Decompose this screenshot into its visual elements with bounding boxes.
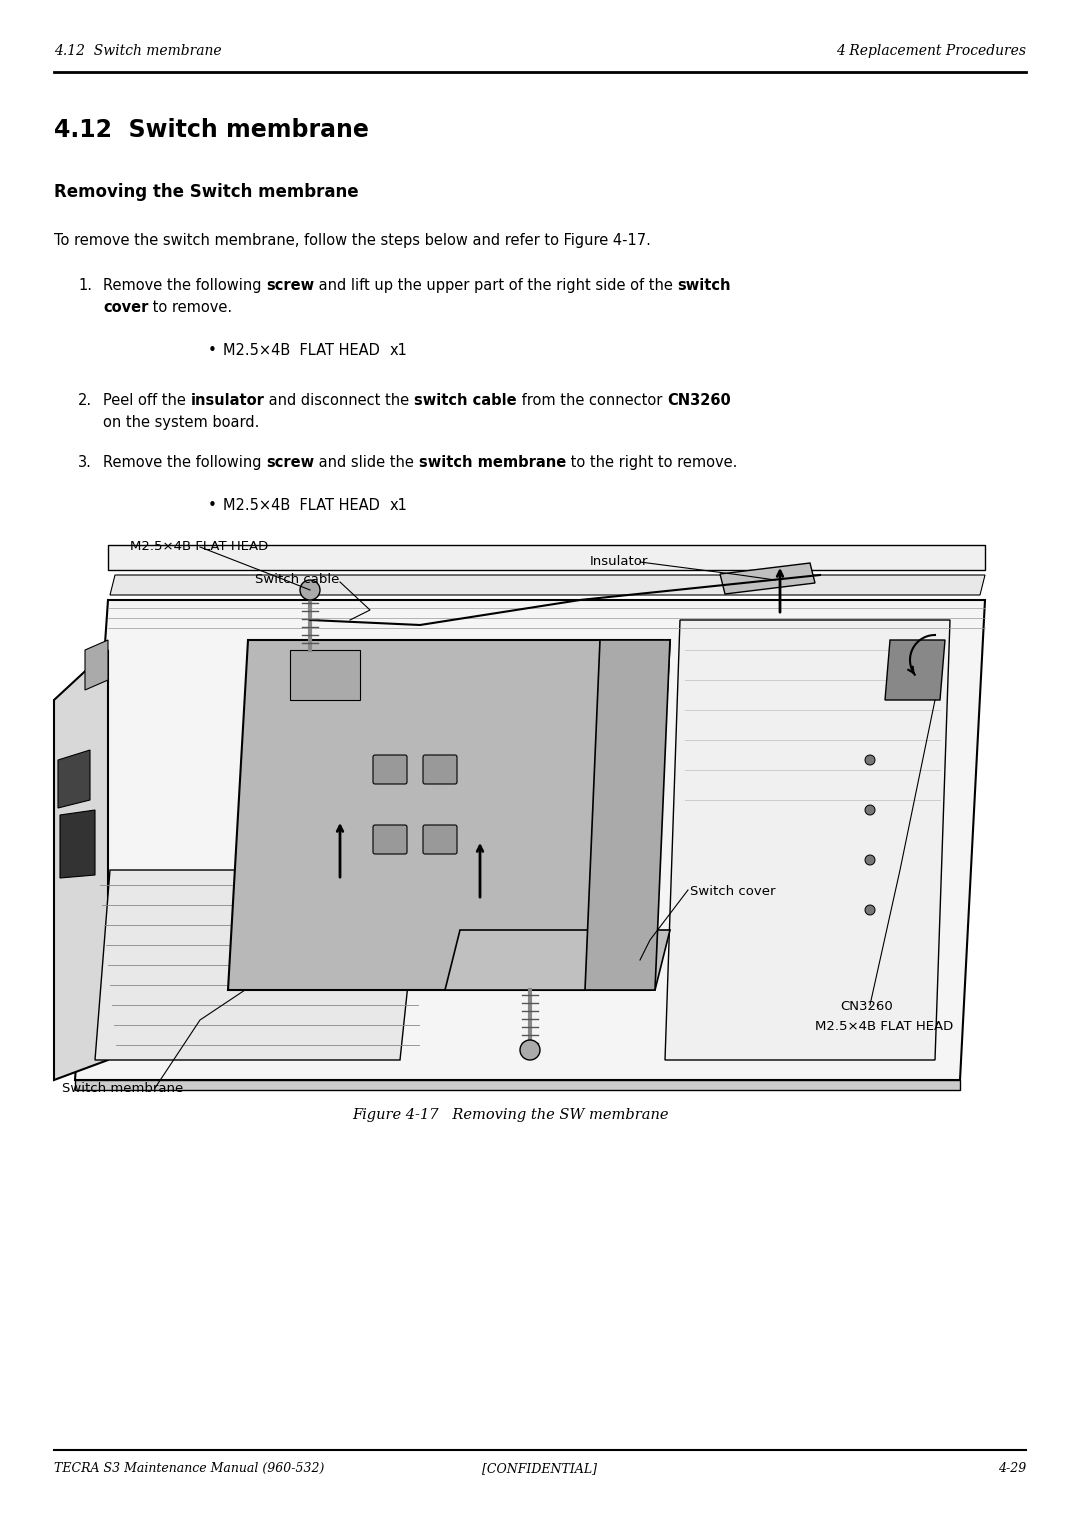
FancyBboxPatch shape: [373, 825, 407, 854]
Text: from the connector: from the connector: [516, 393, 666, 408]
Text: Switch cable: Switch cable: [255, 573, 339, 587]
Text: x1: x1: [390, 342, 408, 358]
Text: 4.12  Switch membrane: 4.12 Switch membrane: [54, 44, 221, 58]
Text: M2.5×4B  FLAT HEAD: M2.5×4B FLAT HEAD: [222, 498, 380, 513]
Text: 3.: 3.: [78, 455, 92, 471]
Text: •: •: [208, 498, 217, 513]
Text: 1.: 1.: [78, 278, 92, 293]
Polygon shape: [110, 575, 985, 594]
Text: Switch cover: Switch cover: [690, 885, 775, 898]
Polygon shape: [885, 640, 945, 700]
Text: Removing the Switch membrane: Removing the Switch membrane: [54, 183, 359, 202]
Polygon shape: [228, 640, 670, 990]
Text: Remove the following: Remove the following: [103, 278, 266, 293]
Text: cover: cover: [103, 299, 148, 315]
Polygon shape: [291, 649, 360, 700]
Polygon shape: [445, 931, 670, 990]
Polygon shape: [54, 649, 108, 1080]
Polygon shape: [60, 810, 95, 879]
Polygon shape: [58, 750, 90, 808]
Text: and disconnect the: and disconnect the: [265, 393, 414, 408]
Text: Peel off the: Peel off the: [103, 393, 190, 408]
Text: 4.12  Switch membrane: 4.12 Switch membrane: [54, 118, 369, 142]
Text: on the system board.: on the system board.: [103, 416, 259, 429]
Text: M2.5×4B FLAT HEAD: M2.5×4B FLAT HEAD: [815, 1021, 954, 1033]
Text: M2.5×4B FLAT HEAD: M2.5×4B FLAT HEAD: [130, 539, 268, 553]
Polygon shape: [75, 601, 985, 1080]
Text: CN3260: CN3260: [666, 393, 730, 408]
Text: To remove the switch membrane, follow the steps below and refer to Figure 4-17.: To remove the switch membrane, follow th…: [54, 232, 651, 248]
Text: and lift up the upper part of the right side of the: and lift up the upper part of the right …: [314, 278, 678, 293]
Text: 4-29: 4-29: [998, 1462, 1026, 1475]
Polygon shape: [108, 545, 985, 570]
Text: 4 Replacement Procedures: 4 Replacement Procedures: [836, 44, 1026, 58]
Text: [CONFIDENTIAL]: [CONFIDENTIAL]: [483, 1462, 597, 1475]
FancyBboxPatch shape: [373, 755, 407, 784]
Polygon shape: [665, 620, 950, 1060]
Text: switch: switch: [678, 278, 731, 293]
Text: to remove.: to remove.: [148, 299, 232, 315]
Text: to the right to remove.: to the right to remove.: [566, 455, 738, 471]
Text: x1: x1: [390, 498, 408, 513]
Circle shape: [865, 805, 875, 814]
Text: TECRA S3 Maintenance Manual (960-532): TECRA S3 Maintenance Manual (960-532): [54, 1462, 324, 1475]
Circle shape: [300, 581, 320, 601]
Text: insulator: insulator: [190, 393, 265, 408]
Polygon shape: [95, 869, 420, 1060]
Text: 2.: 2.: [78, 393, 92, 408]
Text: CN3260: CN3260: [840, 999, 893, 1013]
Circle shape: [865, 755, 875, 766]
Text: switch cable: switch cable: [414, 393, 516, 408]
Polygon shape: [85, 640, 108, 691]
Text: •: •: [208, 342, 217, 358]
Text: screw: screw: [266, 455, 314, 471]
Text: switch membrane: switch membrane: [419, 455, 566, 471]
Polygon shape: [75, 1080, 960, 1089]
Text: screw: screw: [266, 278, 314, 293]
Circle shape: [865, 905, 875, 915]
Text: Remove the following: Remove the following: [103, 455, 266, 471]
Polygon shape: [720, 562, 815, 594]
Circle shape: [519, 1041, 540, 1060]
FancyBboxPatch shape: [423, 755, 457, 784]
FancyBboxPatch shape: [423, 825, 457, 854]
Text: and slide the: and slide the: [314, 455, 419, 471]
Text: Switch membrane: Switch membrane: [62, 1082, 184, 1096]
Text: Figure 4-17   Removing the SW membrane: Figure 4-17 Removing the SW membrane: [352, 1108, 669, 1122]
Text: M2.5×4B  FLAT HEAD: M2.5×4B FLAT HEAD: [222, 342, 380, 358]
Circle shape: [865, 856, 875, 865]
Polygon shape: [585, 640, 670, 990]
Text: Insulator: Insulator: [590, 555, 648, 568]
